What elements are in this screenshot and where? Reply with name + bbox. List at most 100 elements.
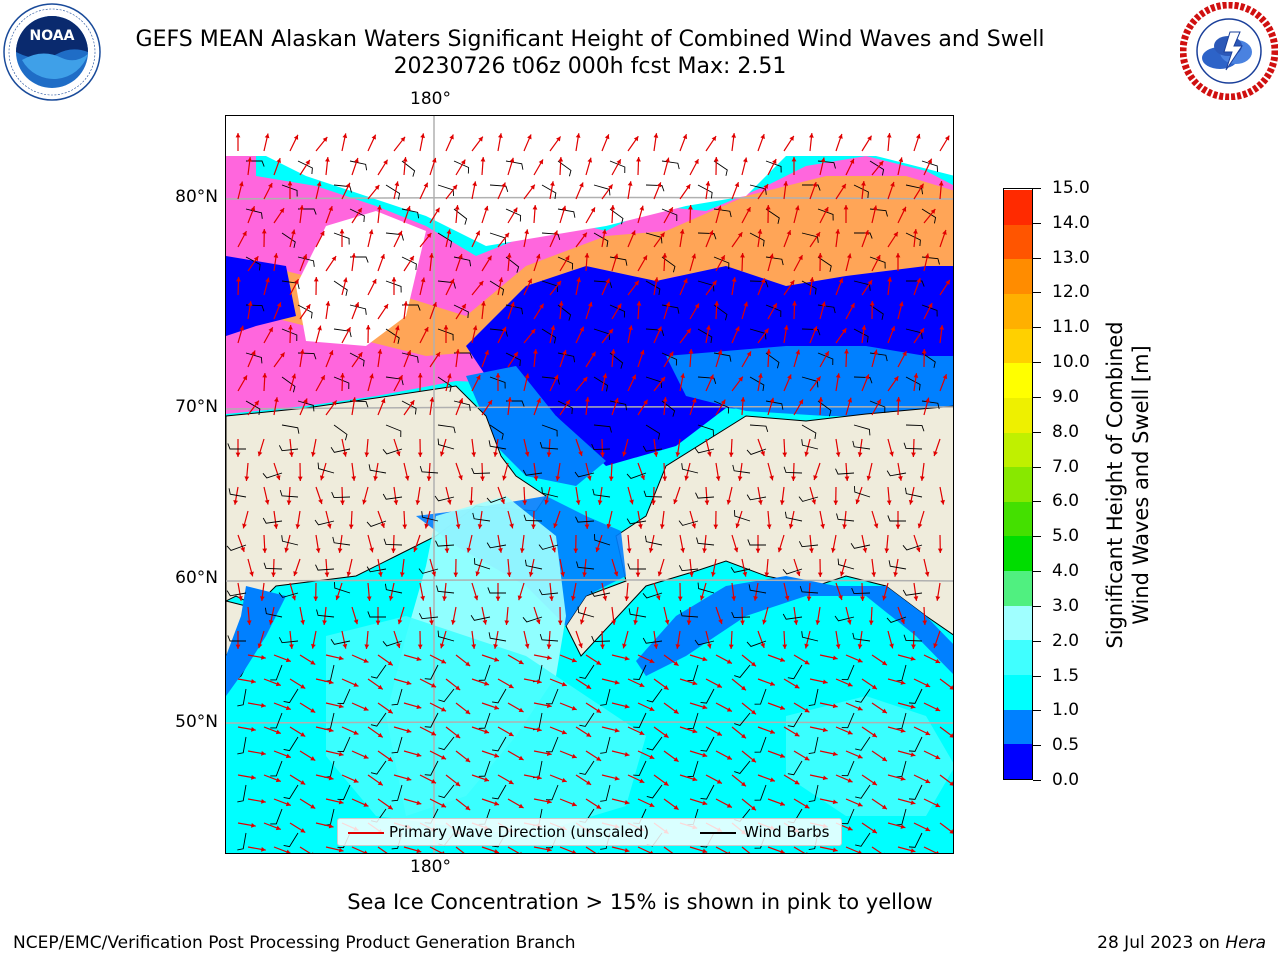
wave-direction-arrowhead (596, 660, 602, 665)
wave-direction-arrowhead (504, 232, 510, 238)
wind-barb (697, 376, 717, 384)
lon-label-top: 180° (410, 89, 451, 109)
wind-barb (505, 352, 521, 367)
wind-barb (646, 688, 663, 703)
wave-direction-arrowhead (586, 732, 592, 737)
wind-barb (904, 487, 923, 498)
wave-direction-arrowhead (383, 159, 388, 165)
wave-direction-arrowhead (610, 205, 616, 210)
wave-direction-arrowhead (246, 620, 252, 625)
wave-direction-arrowhead (446, 499, 452, 505)
wave-direction-arrowhead (561, 681, 567, 687)
wave-direction-arrowhead (510, 301, 515, 307)
wave-direction-arrowhead (506, 253, 512, 258)
wave-direction-arrowhead (562, 349, 567, 355)
wave-direction-arrowhead (849, 158, 855, 164)
wave-direction-arrowhead (933, 451, 938, 457)
wave-direction-arrowhead (524, 373, 530, 379)
wind-barb (593, 232, 609, 247)
wave-direction-arrowhead (751, 805, 756, 811)
wave-direction-arrowhead (862, 547, 868, 553)
noaa-logo-text: NOAA (30, 28, 75, 44)
wave-direction-arrowhead (409, 255, 414, 261)
wave-direction-arrowhead (839, 571, 845, 577)
wave-direction-arrowhead (871, 828, 877, 834)
wave-direction-arrowhead (673, 757, 679, 762)
wave-direction-arrowhead (913, 373, 919, 378)
wave-direction-arrow (585, 846, 597, 853)
lon-label-bottom: 180° (410, 857, 451, 877)
map-legend: Primary Wave Direction (unscaled) Wind B… (337, 818, 842, 846)
wind-barb (391, 736, 403, 754)
wave-direction-arrowhead (380, 254, 385, 260)
alaska-land (565, 405, 953, 657)
wave-direction-arrowhead (582, 572, 587, 577)
wave-direction-arrowhead (441, 803, 447, 808)
wave-direction-arrowhead (902, 351, 907, 357)
wind-barb (609, 208, 624, 225)
wave-direction-arrowhead (806, 851, 808, 853)
wave-direction-arrowhead (390, 852, 391, 853)
wind-barb (837, 558, 855, 570)
wave-direction-arrowhead (579, 619, 585, 625)
wave-direction-arrowhead (692, 728, 698, 734)
wave-direction-arrowhead (546, 799, 552, 804)
wave-direction-arrowhead (702, 704, 708, 710)
wind-barb (798, 541, 819, 548)
wave-direction-arrowhead (551, 547, 557, 553)
wave-direction-arrowhead (769, 397, 775, 403)
wind-barb (541, 424, 558, 437)
wave-direction-arrowhead (716, 731, 722, 736)
wave-direction-arrowhead (235, 133, 241, 138)
wave-direction-arrowhead (550, 181, 555, 187)
wind-barb (600, 736, 611, 754)
north-nodata (226, 116, 953, 246)
wave-direction-arrowhead (850, 303, 855, 309)
wave-direction-arrowhead (935, 802, 941, 808)
wave-direction-arrowhead (757, 229, 763, 234)
wind-barb (695, 492, 715, 499)
wave-direction-arrowhead (471, 644, 477, 649)
wind-barb (700, 736, 715, 752)
wave-direction-arrowhead (395, 643, 401, 649)
wave-direction-arrowhead (487, 400, 493, 406)
wave-height-map (226, 116, 953, 853)
wave-direction-arrowhead (663, 781, 669, 786)
wave-direction-arrowhead (673, 709, 679, 714)
wave-direction-arrowhead (571, 595, 576, 601)
arctic-mid-blue (666, 346, 953, 416)
wave-direction-arrowhead (387, 708, 393, 714)
wind-barb (801, 439, 819, 450)
wave-direction-arrowhead (483, 205, 489, 211)
wave-direction-arrowhead (533, 349, 538, 354)
wave-direction-arrowhead (857, 802, 863, 807)
wind-barb (505, 304, 524, 315)
wind-barb (281, 376, 296, 393)
wave-direction-arrowhead (500, 498, 505, 504)
wind-barb (281, 328, 298, 341)
wave-direction-arrowhead (653, 133, 659, 138)
wave-direction-arrowhead (383, 304, 389, 310)
wave-direction-arrowhead (458, 253, 463, 259)
wave-direction-arrowhead (720, 255, 725, 261)
wind-barb (391, 784, 403, 802)
wave-direction-arrowhead (937, 548, 943, 553)
wave-direction-arrowhead (809, 548, 814, 553)
wave-direction-arrowhead (555, 476, 561, 481)
wave-direction-arrowhead (250, 679, 256, 684)
wave-direction-arrowhead (351, 476, 357, 481)
wind-barb (418, 613, 439, 620)
wave-direction-arrowhead (651, 500, 656, 505)
wave-direction-arrowhead (939, 325, 945, 330)
colorbar-tick-label: 14.0 (1052, 212, 1090, 233)
colorbar-segment (1004, 432, 1032, 468)
wave-direction-arrowhead (919, 328, 925, 334)
wind-barb (382, 493, 403, 500)
wave-direction-arrowhead (795, 349, 801, 355)
wave-direction-arrowhead (650, 850, 654, 853)
wind-barb (713, 304, 728, 321)
wave-direction-arrowhead (636, 301, 642, 306)
wave-direction-arrowhead (561, 777, 567, 783)
wave-direction-arrowhead (780, 849, 785, 853)
colorbar-tick-label: 15.0 (1052, 178, 1090, 198)
